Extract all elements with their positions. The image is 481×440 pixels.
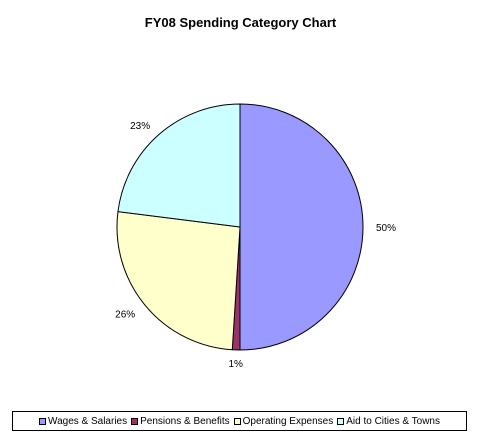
legend-item: Wages & Salaries <box>39 416 127 427</box>
slice-label-3: 26% <box>115 310 135 321</box>
chart-title: FY08 Spending Category Chart <box>144 15 337 30</box>
legend-swatch <box>39 417 46 425</box>
legend-label: Aid to Cities & Towns <box>346 415 440 427</box>
legend-label: Wages & Salaries <box>48 415 128 427</box>
legend-swatch <box>131 417 139 425</box>
legend-item: Aid to Cities & Towns <box>337 416 440 427</box>
slice-label-4: 23% <box>130 121 150 132</box>
legend-item: Operating Expenses <box>233 415 334 427</box>
pie-chart: 50% 1% 26% 23% <box>115 103 396 370</box>
legend-swatch <box>337 417 345 425</box>
legend-label: Operating Expenses <box>242 415 334 427</box>
pie-slice-4 <box>117 103 241 228</box>
legend-item: Pensions & Benefits <box>131 416 230 427</box>
slice-label-2: 1% <box>228 359 243 370</box>
legend-swatch <box>233 417 241 425</box>
legend-label: Pensions & Benefits <box>140 415 230 427</box>
slice-label-1: 50% <box>376 223 396 234</box>
pie-slice-1 <box>239 103 364 351</box>
chart-legend: Wages & Salaries Pensions & Benefits Opera… <box>12 411 467 431</box>
pie-slice-3 <box>116 211 241 351</box>
